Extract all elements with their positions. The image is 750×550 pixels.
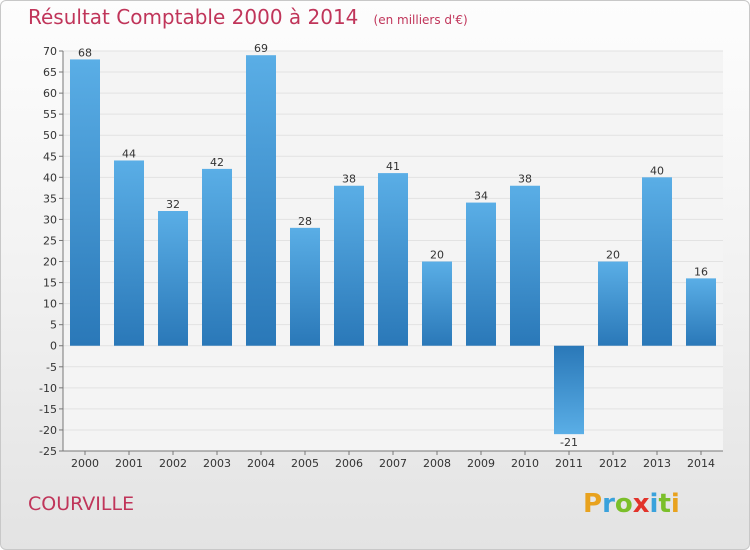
bar-2008 <box>422 261 452 346</box>
x-tick-label-2002: 2002 <box>159 457 187 470</box>
y-tick-label: 60 <box>43 87 57 100</box>
chart-title-main: Résultat Comptable 2000 à 2014 <box>28 5 359 29</box>
data-label-2005: 28 <box>298 215 312 228</box>
bar-2001 <box>114 160 144 346</box>
y-tick-label: -20 <box>39 424 57 437</box>
y-tick-label: 5 <box>50 319 57 332</box>
y-tick-label: -15 <box>39 403 57 416</box>
y-tick-label: 45 <box>43 150 57 163</box>
commune-name: COURVILLE <box>28 493 135 515</box>
data-label-2002: 32 <box>166 198 180 211</box>
chart-title-unit: (en milliers d'€) <box>373 13 468 27</box>
y-tick-label: 55 <box>43 108 57 121</box>
y-tick-label: 20 <box>43 256 57 269</box>
y-tick-label: 25 <box>43 234 57 247</box>
bar-2005 <box>290 227 320 346</box>
x-tick-label-2014: 2014 <box>687 457 715 470</box>
bar-2013 <box>642 177 672 346</box>
y-tick-label: 0 <box>50 340 57 353</box>
logo-letter: i <box>649 489 659 519</box>
bar-2010 <box>510 185 540 346</box>
bar-2003 <box>202 168 232 346</box>
x-tick-label-2000: 2000 <box>71 457 99 470</box>
bar-2011 <box>554 345 584 435</box>
logo-letter: i <box>670 489 680 519</box>
y-tick-label: -5 <box>46 361 57 374</box>
data-label-2006: 38 <box>342 173 356 186</box>
y-tick-label: -10 <box>39 382 57 395</box>
x-tick-label-2001: 2001 <box>115 457 143 470</box>
y-tick-label: 15 <box>43 277 57 290</box>
data-label-2014: 16 <box>694 265 708 278</box>
bar-2004 <box>246 55 276 346</box>
logo-letter: o <box>614 489 633 519</box>
y-tick-label: -25 <box>39 445 57 458</box>
data-label-2008: 20 <box>430 249 444 262</box>
y-tick-label: 50 <box>43 129 57 142</box>
proxiti-logo[interactable]: Proxiti <box>583 489 680 519</box>
data-label-2010: 38 <box>518 173 532 186</box>
data-label-2013: 40 <box>650 164 664 177</box>
data-label-2003: 42 <box>210 156 224 169</box>
x-tick-label-2009: 2009 <box>467 457 495 470</box>
x-tick-label-2003: 2003 <box>203 457 231 470</box>
bar-2007 <box>378 173 408 346</box>
logo-letter: P <box>583 489 603 519</box>
y-tick-label: 10 <box>43 298 57 311</box>
x-tick-label-2011: 2011 <box>555 457 583 470</box>
logo-letter: r <box>602 489 615 519</box>
bar-2002 <box>158 211 188 346</box>
logo-letter: t <box>658 489 671 519</box>
x-tick-label-2005: 2005 <box>291 457 319 470</box>
y-tick-label: 35 <box>43 192 57 205</box>
y-tick-label: 70 <box>43 45 57 58</box>
x-tick-label-2007: 2007 <box>379 457 407 470</box>
data-label-2012: 20 <box>606 249 620 262</box>
x-tick-label-2008: 2008 <box>423 457 451 470</box>
data-label-2000: 68 <box>78 46 92 59</box>
x-tick-label-2013: 2013 <box>643 457 671 470</box>
data-label-2009: 34 <box>474 190 488 203</box>
x-tick-label-2006: 2006 <box>335 457 363 470</box>
bar-2014 <box>686 278 716 346</box>
logo-letter: x <box>632 489 650 519</box>
x-tick-label-2010: 2010 <box>511 457 539 470</box>
data-label-2011: -21 <box>560 436 578 449</box>
data-label-2004: 69 <box>254 42 268 55</box>
x-tick-label-2012: 2012 <box>599 457 627 470</box>
y-tick-label: 30 <box>43 213 57 226</box>
bar-2006 <box>334 185 364 346</box>
x-tick-label-2004: 2004 <box>247 457 275 470</box>
chart-title: Résultat Comptable 2000 à 2014 (en milli… <box>28 5 468 29</box>
data-label-2001: 44 <box>122 147 136 160</box>
bar-2009 <box>466 202 496 346</box>
y-tick-label: 40 <box>43 171 57 184</box>
data-label-2007: 41 <box>386 160 400 173</box>
y-tick-label: 65 <box>43 66 57 79</box>
bar-2012 <box>598 261 628 346</box>
bar-2000 <box>70 59 100 346</box>
